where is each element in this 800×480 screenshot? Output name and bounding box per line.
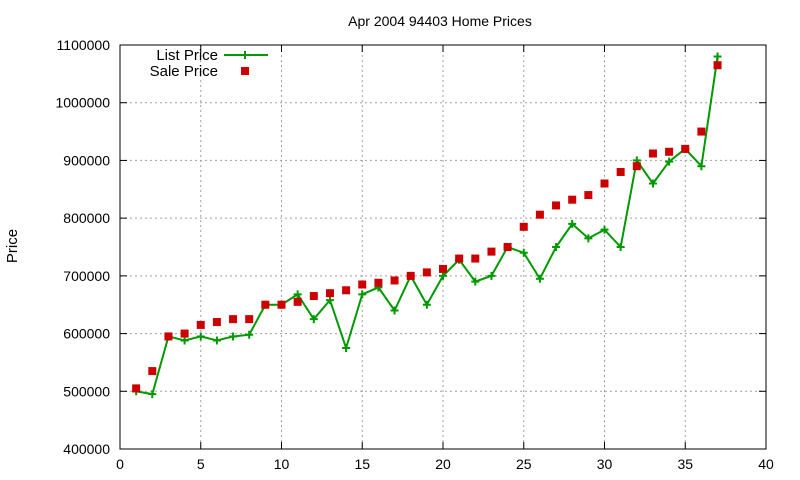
list-price-point bbox=[584, 234, 593, 243]
axis-ticks bbox=[119, 44, 767, 450]
x-tick-label: 20 bbox=[435, 456, 451, 472]
series-layer bbox=[132, 52, 722, 399]
list-price-point bbox=[713, 52, 722, 61]
legend-marker-sale-price bbox=[241, 67, 249, 75]
list-price-point bbox=[535, 274, 544, 283]
list-price-point bbox=[309, 315, 318, 324]
sale-price-point bbox=[503, 243, 512, 251]
sale-price-point bbox=[665, 147, 674, 156]
y-tick-label: 500000 bbox=[63, 383, 110, 399]
y-tick-label: 1000000 bbox=[55, 95, 110, 111]
sale-price-point bbox=[132, 384, 141, 393]
sale-price-point bbox=[325, 289, 334, 298]
y-tick-labels: 400000 500000 600000 700000 800000 900000 1000… bbox=[55, 37, 110, 457]
list-price-point bbox=[665, 157, 674, 166]
sale-price-point bbox=[519, 222, 528, 231]
sale-price-point bbox=[342, 286, 351, 295]
sale-price-point bbox=[455, 254, 464, 263]
sale-price-point bbox=[180, 329, 189, 338]
sale-price-point bbox=[471, 254, 480, 263]
sale-price-point bbox=[277, 300, 286, 309]
sale-price-point bbox=[697, 127, 706, 136]
x-tick-label: 40 bbox=[758, 456, 774, 472]
sale-price-point bbox=[293, 297, 302, 306]
legend: List Price Sale Price bbox=[150, 47, 268, 80]
list-price-point bbox=[229, 332, 238, 341]
list-price-point bbox=[358, 290, 367, 299]
y-tick-label: 1100000 bbox=[57, 37, 111, 53]
y-tick-label: 600000 bbox=[63, 326, 110, 342]
sale-price-point bbox=[616, 167, 625, 176]
sale-price-point bbox=[164, 332, 173, 341]
x-tick-label: 10 bbox=[274, 456, 290, 472]
grid bbox=[120, 45, 766, 449]
sale-price-point bbox=[212, 318, 221, 327]
sale-price-point bbox=[196, 320, 205, 329]
list-price-point bbox=[293, 290, 302, 299]
list-price-point bbox=[519, 248, 528, 257]
sale-price-point bbox=[358, 280, 367, 289]
y-tick-label: 800000 bbox=[63, 210, 110, 226]
sale-price-point bbox=[600, 179, 609, 188]
list-price-point bbox=[552, 243, 561, 251]
y-tick-label: 700000 bbox=[63, 268, 110, 284]
sale-price-point bbox=[439, 264, 447, 273]
list-price-point bbox=[487, 271, 496, 280]
sale-price-point bbox=[584, 191, 593, 200]
sale-price-point bbox=[245, 315, 254, 324]
list-price-point bbox=[245, 330, 254, 339]
sale-price-point bbox=[713, 61, 722, 70]
sale-price-point bbox=[261, 300, 270, 309]
list-price-point bbox=[568, 219, 577, 228]
list-price-point bbox=[148, 390, 157, 399]
y-axis-label: Price bbox=[4, 229, 21, 263]
sale-price-point bbox=[374, 278, 383, 287]
list-price-point bbox=[196, 332, 205, 341]
sale-price-point bbox=[487, 247, 496, 256]
list-price-point bbox=[422, 300, 431, 309]
sale-price-point bbox=[535, 210, 544, 219]
x-tick-label: 0 bbox=[116, 456, 124, 472]
list-price-point bbox=[439, 271, 447, 280]
x-tick-label: 15 bbox=[354, 456, 370, 472]
legend-label-sale-price: Sale Price bbox=[150, 63, 218, 80]
sale-price-point bbox=[229, 315, 238, 324]
sale-price-point bbox=[632, 162, 641, 171]
legend-label-list-price: List Price bbox=[156, 47, 218, 64]
list-price-point bbox=[180, 336, 189, 345]
list-price-point bbox=[212, 336, 221, 345]
list-price-point bbox=[471, 277, 480, 286]
y-tick-label: 900000 bbox=[63, 152, 110, 168]
sale-price-point bbox=[390, 276, 399, 285]
list-price-point bbox=[648, 179, 657, 188]
list-price-point bbox=[390, 306, 399, 315]
sale-price-point bbox=[681, 144, 690, 153]
x-tick-label: 35 bbox=[677, 456, 693, 472]
list-price-point bbox=[616, 243, 625, 251]
y-tick-label: 400000 bbox=[63, 441, 110, 457]
series-line-list-price bbox=[135, 56, 719, 396]
list-price-point bbox=[697, 162, 706, 171]
sale-price-point bbox=[552, 201, 561, 210]
x-tick-label: 30 bbox=[597, 456, 613, 472]
list-price-point bbox=[325, 296, 334, 305]
sale-price-point bbox=[309, 292, 318, 301]
sale-price-point bbox=[406, 271, 415, 280]
legend-marker-list-price bbox=[241, 51, 249, 59]
chart-title: Apr 2004 94403 Home Prices bbox=[348, 13, 532, 29]
sale-price-point bbox=[422, 268, 431, 277]
list-price-point bbox=[600, 225, 609, 234]
sale-price-point bbox=[148, 367, 157, 376]
x-tick-label: 5 bbox=[197, 456, 205, 472]
x-tick-label: 25 bbox=[516, 456, 532, 472]
list-price-point bbox=[342, 344, 351, 352]
sale-price-point bbox=[568, 195, 577, 204]
x-tick-labels: 0 5 10 15 20 25 30 35 40 bbox=[116, 456, 774, 472]
sale-price-point bbox=[648, 149, 657, 158]
